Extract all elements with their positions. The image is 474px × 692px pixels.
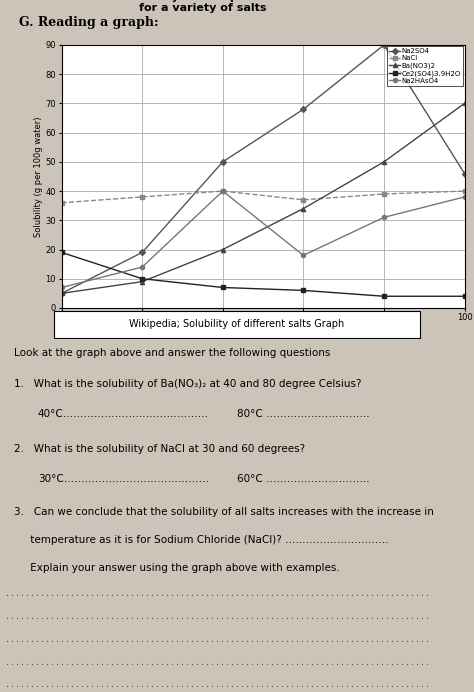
Y-axis label: Solubility (g per 100g water): Solubility (g per 100g water)	[34, 116, 43, 237]
Ba(NO3)2	[220, 246, 226, 254]
FancyBboxPatch shape	[54, 311, 420, 338]
Ce2(SO4)3.9H2O	[220, 283, 226, 291]
Line: Na2HAsO4: Na2HAsO4	[60, 189, 466, 289]
Ce2(SO4)3.9H2O	[139, 275, 145, 283]
Text: Explain your answer using the graph above with examples.: Explain your answer using the graph abov…	[14, 563, 340, 574]
Text: G. Reading a graph:: G. Reading a graph:	[19, 16, 159, 29]
Text: Solubility vs. Temperature
for a variety of salts: Solubility vs. Temperature for a variety…	[120, 0, 285, 13]
Text: 2.   What is the solubility of NaCl at 30 and 60 degrees?: 2. What is the solubility of NaCl at 30 …	[14, 444, 305, 454]
Na2SO4	[220, 158, 226, 166]
Ba(NO3)2	[462, 99, 467, 107]
Na2HAsO4	[381, 213, 387, 221]
Na2HAsO4	[139, 263, 145, 271]
NaCl	[381, 190, 387, 198]
Na2SO4	[381, 41, 387, 49]
NaCl	[462, 187, 467, 195]
Text: ................................................................................: ........................................…	[5, 680, 430, 689]
NaCl	[220, 187, 226, 195]
Ba(NO3)2	[59, 289, 64, 298]
Ce2(SO4)3.9H2O	[462, 292, 467, 300]
Text: 30°C……………………………………: 30°C……………………………………	[38, 473, 209, 484]
Ce2(SO4)3.9H2O	[381, 292, 387, 300]
Line: Ce2(SO4)3.9H2O: Ce2(SO4)3.9H2O	[60, 251, 466, 298]
Ce2(SO4)3.9H2O	[301, 286, 306, 295]
NaCl	[301, 196, 306, 204]
NaCl	[59, 199, 64, 207]
Ba(NO3)2	[381, 158, 387, 166]
Text: 3.   Can we conclude that the solubility of all salts increases with the increas: 3. Can we conclude that the solubility o…	[14, 507, 434, 517]
Text: ................................................................................: ........................................…	[5, 658, 430, 667]
Na2HAsO4	[59, 283, 64, 291]
NaCl	[139, 193, 145, 201]
Text: 1.   What is the solubility of Ba(NO₃)₂ at 40 and 80 degree Celsius?: 1. What is the solubility of Ba(NO₃)₂ at…	[14, 379, 362, 389]
Na2SO4	[139, 248, 145, 257]
Text: Look at the graph above and answer the following questions: Look at the graph above and answer the f…	[14, 348, 330, 358]
Ba(NO3)2	[301, 204, 306, 212]
Text: ................................................................................: ........................................…	[5, 589, 430, 598]
Na2HAsO4	[301, 251, 306, 260]
Ce2(SO4)3.9H2O	[59, 248, 64, 257]
Na2HAsO4	[220, 187, 226, 195]
Line: Na2SO4: Na2SO4	[60, 43, 466, 295]
Text: ................................................................................: ........................................…	[5, 635, 430, 644]
X-axis label: Temperature: Temperature	[232, 325, 294, 335]
Text: 60°C …………………………: 60°C …………………………	[237, 473, 370, 484]
Legend: Na2SO4, NaCl, Ba(NO3)2, Ce2(SO4)3.9H2O, Na2HAsO4: Na2SO4, NaCl, Ba(NO3)2, Ce2(SO4)3.9H2O, …	[387, 46, 463, 86]
Line: NaCl: NaCl	[60, 189, 466, 205]
Line: Ba(NO3)2: Ba(NO3)2	[60, 101, 466, 295]
Ba(NO3)2	[139, 277, 145, 286]
Na2SO4	[59, 289, 64, 298]
Text: 40°C……………………………………: 40°C……………………………………	[38, 409, 209, 419]
Text: 80°C …………………………: 80°C …………………………	[237, 409, 370, 419]
Text: Wikipedia; Solubility of different salts Graph: Wikipedia; Solubility of different salts…	[129, 318, 345, 329]
Na2HAsO4	[462, 193, 467, 201]
Na2SO4	[301, 105, 306, 113]
Na2SO4	[462, 170, 467, 178]
Text: ................................................................................: ........................................…	[5, 612, 430, 621]
Text: temperature as it is for Sodium Chloride (NaCl)? …………………………: temperature as it is for Sodium Chloride…	[14, 535, 389, 545]
